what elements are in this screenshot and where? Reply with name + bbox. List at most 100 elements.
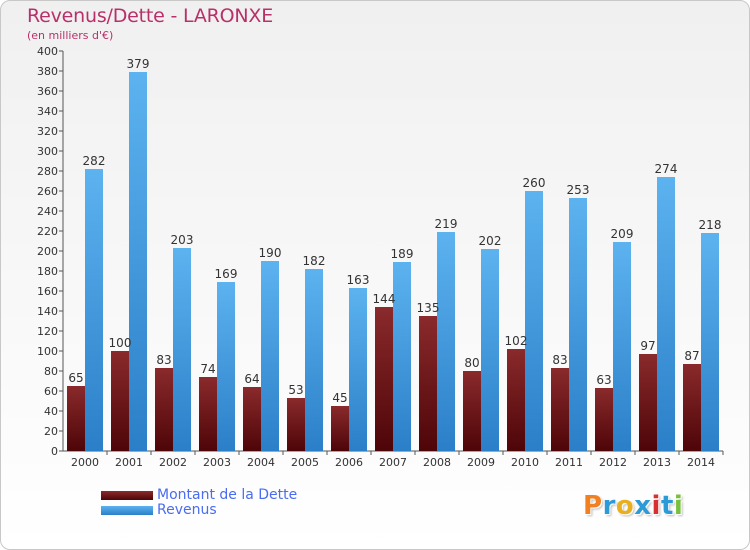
data-label-debt: 80: [464, 356, 479, 370]
data-label-revenue: 169: [215, 267, 238, 281]
bar-revenue: [261, 261, 279, 451]
bar-debt: [551, 368, 569, 451]
data-label-revenue: 182: [303, 254, 326, 268]
logo-letter: o: [615, 491, 635, 521]
y-tick-label: 80: [44, 365, 58, 378]
data-label-revenue: 202: [479, 234, 502, 248]
legend-label-debt: Montant de la Dette: [157, 487, 298, 503]
x-tick-label: 2012: [599, 456, 627, 469]
bar-debt: [683, 364, 701, 451]
bar-revenue: [305, 269, 323, 451]
data-label-debt: 87: [684, 349, 699, 363]
y-tick-label: 260: [37, 185, 58, 198]
bar-revenue: [349, 288, 367, 451]
legend-swatch-revenue: [101, 505, 153, 515]
legend-item-revenue: Revenus: [101, 502, 217, 518]
data-label-revenue: 282: [83, 154, 106, 168]
data-label-debt: 83: [552, 353, 567, 367]
logo-letter: i: [673, 491, 684, 521]
data-label-revenue: 209: [611, 227, 634, 241]
legend-item-debt: Montant de la Dette: [101, 487, 297, 503]
bar-debt: [507, 349, 525, 451]
x-tick-label: 2008: [423, 456, 451, 469]
y-tick-label: 0: [51, 445, 58, 458]
bar-debt: [331, 406, 349, 451]
bar-revenue: [657, 177, 675, 451]
bar-debt: [155, 368, 173, 451]
chart-subtitle: (en milliers d'€): [27, 29, 114, 42]
data-label-debt: 65: [68, 371, 83, 385]
bar-debt: [287, 398, 305, 451]
x-tick-label: 2011: [555, 456, 583, 469]
y-tick-label: 200: [37, 245, 58, 258]
bar-debt: [243, 387, 261, 451]
data-label-revenue: 260: [523, 176, 546, 190]
y-tick-label: 320: [37, 125, 58, 138]
bar-revenue: [569, 198, 587, 451]
data-label-revenue: 190: [259, 246, 282, 260]
x-tick-label: 2003: [203, 456, 231, 469]
y-tick-label: 280: [37, 165, 58, 178]
bar-revenue: [613, 242, 631, 451]
bar-debt: [199, 377, 217, 451]
bar-debt: [111, 351, 129, 451]
y-tick-label: 40: [44, 405, 58, 418]
bar-revenue: [173, 248, 191, 451]
bar-debt: [639, 354, 657, 451]
x-tick-label: 2005: [291, 456, 319, 469]
x-tick-label: 2013: [643, 456, 671, 469]
bar-revenue: [701, 233, 719, 451]
bar-revenue: [481, 249, 499, 451]
y-tick-label: 360: [37, 85, 58, 98]
logo-letter: i: [651, 491, 661, 521]
bar-revenue: [437, 232, 455, 451]
bar-debt: [595, 388, 613, 451]
y-tick-label: 300: [37, 145, 58, 158]
x-tick-label: 2007: [379, 456, 407, 469]
x-tick-label: 2009: [467, 456, 495, 469]
legend-swatch-debt: [101, 490, 153, 500]
data-label-debt: 74: [200, 362, 215, 376]
logo-letter: x: [634, 491, 652, 521]
y-tick-label: 160: [37, 285, 58, 298]
data-label-debt: 83: [156, 353, 171, 367]
data-label-revenue: 218: [699, 218, 722, 232]
bar-revenue: [525, 191, 543, 451]
x-tick-label: 2014: [687, 456, 715, 469]
x-tick-label: 2004: [247, 456, 275, 469]
y-tick-label: 60: [44, 385, 58, 398]
y-tick-label: 340: [37, 105, 58, 118]
bar-debt: [67, 386, 85, 451]
data-label-revenue: 219: [435, 217, 458, 231]
y-tick-label: 140: [37, 305, 58, 318]
data-label-debt: 53: [288, 383, 303, 397]
data-label-debt: 64: [244, 372, 259, 386]
y-tick-label: 400: [37, 45, 58, 58]
data-label-revenue: 253: [567, 183, 590, 197]
legend-label-revenue: Revenus: [157, 502, 217, 518]
data-label-revenue: 379: [127, 57, 150, 71]
data-label-revenue: 203: [171, 233, 194, 247]
y-tick-label: 380: [37, 65, 58, 78]
data-label-debt: 63: [596, 373, 611, 387]
data-label-debt: 97: [640, 339, 655, 353]
x-tick-label: 2006: [335, 456, 363, 469]
x-tick-label: 2000: [71, 456, 99, 469]
bar-debt: [375, 307, 393, 451]
y-tick-label: 100: [37, 345, 58, 358]
x-tick-label: 2010: [511, 456, 539, 469]
bar-revenue: [393, 262, 411, 451]
proxiti-logo: Proxiti: [583, 491, 683, 521]
y-tick-label: 20: [44, 425, 58, 438]
data-label-revenue: 274: [655, 162, 678, 176]
y-tick-label: 120: [37, 325, 58, 338]
data-label-debt: 135: [417, 301, 440, 315]
data-label-revenue: 163: [347, 273, 370, 287]
bar-debt: [463, 371, 481, 451]
x-tick-label: 2001: [115, 456, 143, 469]
x-tick-label: 2002: [159, 456, 187, 469]
bar-revenue: [217, 282, 235, 451]
data-label-debt: 100: [109, 336, 132, 350]
